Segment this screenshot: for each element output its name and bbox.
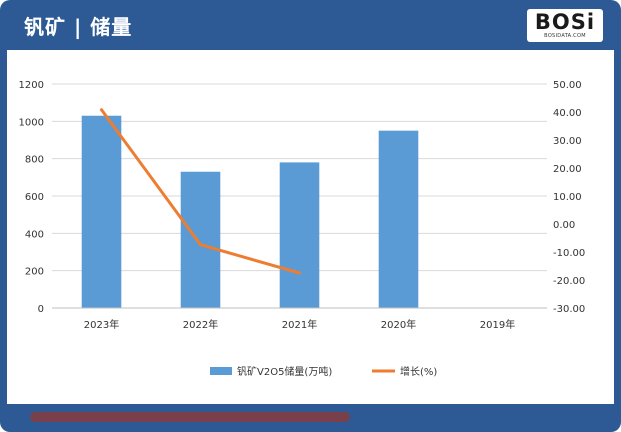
chart-panel: 0 200 400 600 800 1000 1200 -30.00 -20.00 -10.00… — [7, 50, 614, 404]
legend: 钒矿V2O5储量(万吨) 增长(%) — [210, 365, 437, 378]
x-tick-label: 2020年 — [381, 318, 416, 331]
legend-label-line: 增长(%) — [400, 365, 437, 378]
right-tick-label: -20.00 — [553, 276, 585, 287]
growth-line — [100, 108, 301, 275]
line-series — [100, 108, 301, 275]
x-tick-label: 2019年 — [480, 318, 515, 331]
x-tick-label: 2022年 — [183, 318, 218, 331]
right-tick-label: -10.00 — [553, 248, 585, 259]
right-axis: -30.00 -20.00 -10.00 0.00 10.00 20.00 30.00 40.… — [553, 80, 585, 315]
bar — [81, 115, 122, 308]
logo-subtext: BOSIDATA.COM — [544, 33, 586, 39]
right-tick-label: 0.00 — [553, 220, 575, 231]
left-axis: 0 200 400 600 800 1000 1200 — [19, 80, 44, 315]
bar-series — [81, 115, 419, 308]
right-tick-label: 30.00 — [553, 136, 582, 147]
left-tick-label: 1000 — [19, 117, 44, 128]
left-tick-label: 800 — [25, 155, 44, 166]
legend-swatch-bar — [210, 367, 232, 375]
logo-text: BOSi — [534, 10, 596, 34]
x-tick-label: 2023年 — [84, 318, 119, 331]
right-tick-label: 10.00 — [553, 192, 582, 203]
footer-bar — [30, 412, 350, 422]
logo: BOSi BOSIDATA.COM — [527, 9, 603, 42]
left-tick-label: 1200 — [19, 80, 44, 91]
left-tick-label: 0 — [38, 304, 44, 315]
bar — [378, 130, 419, 308]
right-tick-label: 50.00 — [553, 80, 582, 91]
legend-label-bar: 钒矿V2O5储量(万吨) — [237, 365, 332, 378]
left-tick-label: 400 — [25, 229, 44, 240]
right-tick-label: 20.00 — [553, 164, 582, 175]
right-tick-label: 40.00 — [553, 108, 582, 119]
left-tick-label: 200 — [25, 267, 44, 278]
x-axis: 2023年 2022年 2021年 2020年 2019年 — [52, 307, 547, 331]
page-title: 钒矿 | 储量 — [24, 15, 133, 39]
chart: 0 200 400 600 800 1000 1200 -30.00 -20.00 -10.00… — [19, 80, 586, 378]
x-tick-label: 2021年 — [282, 318, 317, 331]
right-tick-label: -30.00 — [553, 304, 585, 315]
bar — [180, 171, 221, 308]
bar — [279, 162, 320, 308]
left-tick-label: 600 — [25, 192, 44, 203]
header: 钒矿 | 储量 BOSi BOSIDATA.COM — [0, 0, 621, 50]
